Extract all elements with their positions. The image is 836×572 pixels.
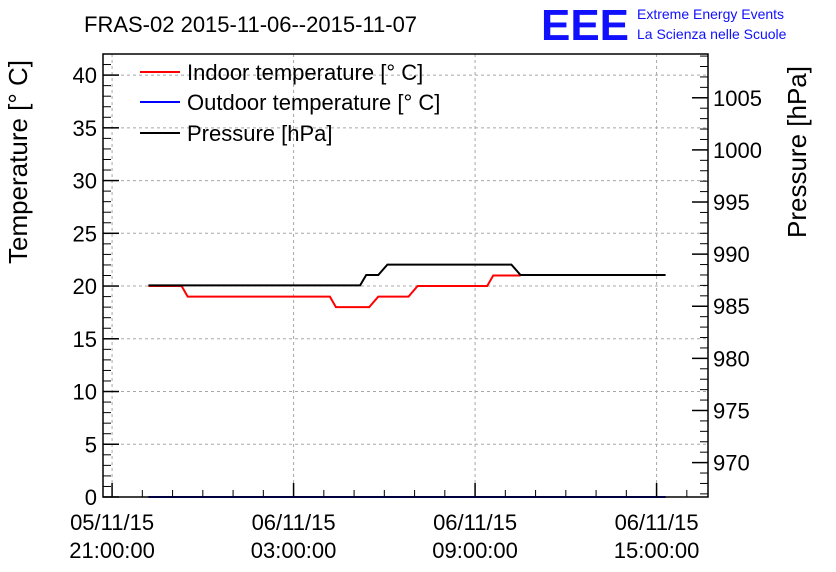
y-axis-title-left: Temperature [° C] (3, 60, 33, 264)
series-line-1 (148, 274, 521, 309)
y-left-tick-label: 0 (85, 485, 97, 510)
y-left-tick-label: 10 (73, 380, 97, 405)
axis-ticks: 05/11/15 21:00:00 06/11/15 03:00:00 06/11/15… (69, 55, 762, 563)
x-tick-label-time: 03:00:00 (251, 538, 337, 563)
y-left-tick-label: 20 (73, 274, 97, 299)
y-left-tick-label: 40 (73, 63, 97, 88)
logo-mark: EEE (541, 1, 629, 50)
x-tick-label-time: 15:00:00 (614, 538, 700, 563)
x-tick-label-date: 06/11/15 (433, 510, 517, 535)
eee-logo: EEE Extreme Energy Events La Scienza nel… (541, 1, 787, 50)
y-left-tick-label: 30 (73, 169, 97, 194)
x-tick-label-date: 05/11/15 (70, 510, 154, 535)
legend-label-2: Outdoor temperature [° C] (187, 90, 440, 115)
legend-label-1: Indoor temperature [° C] (187, 60, 423, 85)
logo-line-2: La Scienza nelle Scuole (637, 26, 787, 42)
x-tick-label-date: 06/11/15 (252, 510, 336, 535)
legend-label-3: Pressure [hPa] (187, 121, 333, 146)
y-right-tick-label: 985 (713, 294, 750, 319)
x-tick-label-date: 06/11/15 (615, 510, 699, 535)
x-tick-label-time: 21:00:00 (69, 538, 155, 563)
y-right-tick-label: 975 (713, 398, 750, 423)
series-layer (148, 263, 666, 498)
y-right-tick-label: 1005 (713, 86, 762, 111)
y-left-tick-label: 5 (85, 432, 97, 457)
y-axis-title-right: Pressure [hPa] (782, 66, 812, 238)
grid (103, 54, 708, 497)
chart-title: FRAS-02 2015-11-06--2015-11-07 (84, 12, 417, 37)
y-right-tick-label: 980 (713, 346, 750, 371)
y-right-tick-label: 990 (713, 242, 750, 267)
y-left-tick-label: 25 (73, 221, 97, 246)
y-left-tick-label: 35 (73, 116, 97, 141)
y-right-tick-label: 970 (713, 451, 750, 476)
x-tick-label-time: 09:00:00 (432, 538, 518, 563)
y-right-tick-label: 1000 (713, 138, 762, 163)
y-right-tick-label: 995 (713, 190, 750, 215)
y-left-tick-label: 15 (73, 327, 97, 352)
series-line-3 (148, 263, 666, 287)
logo-line-1: Extreme Energy Events (637, 6, 784, 22)
legend: Indoor temperature [° C] Outdoor temperat… (140, 60, 440, 146)
